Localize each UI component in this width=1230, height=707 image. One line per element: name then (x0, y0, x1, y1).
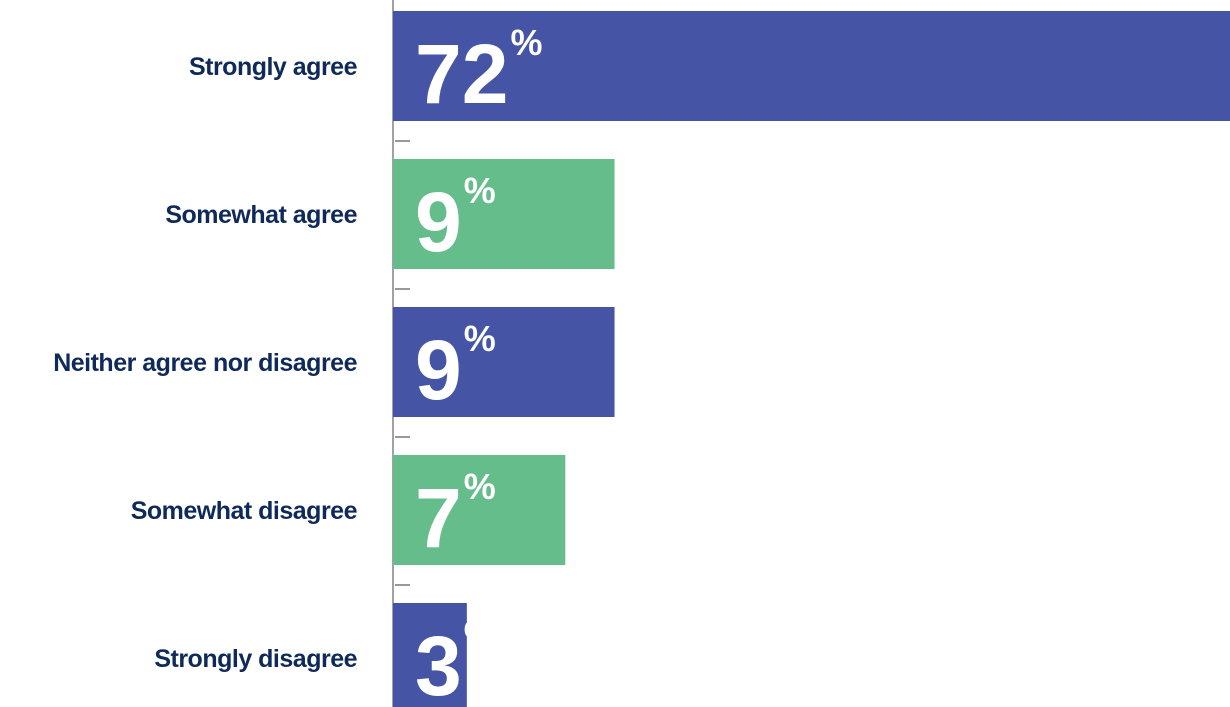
category-label: Strongly disagree (154, 645, 357, 673)
bar (393, 603, 467, 707)
bar (393, 455, 566, 565)
value-label: 7% (415, 466, 496, 565)
category-label: Somewhat agree (165, 201, 357, 229)
bars: 72% 9% 9% 7% 3% (393, 11, 1230, 707)
bar (393, 307, 615, 417)
category-label: Strongly agree (189, 53, 358, 81)
value-label: 72% (415, 22, 542, 121)
separators (395, 140, 410, 586)
value-label: 3% (415, 614, 496, 707)
bar (393, 159, 615, 269)
bar (393, 11, 1230, 121)
category-label: Neither agree nor disagree (53, 349, 357, 377)
value-label: 9% (415, 170, 496, 269)
category-label: Somewhat disagree (131, 497, 358, 525)
value-label: 9% (415, 318, 496, 417)
